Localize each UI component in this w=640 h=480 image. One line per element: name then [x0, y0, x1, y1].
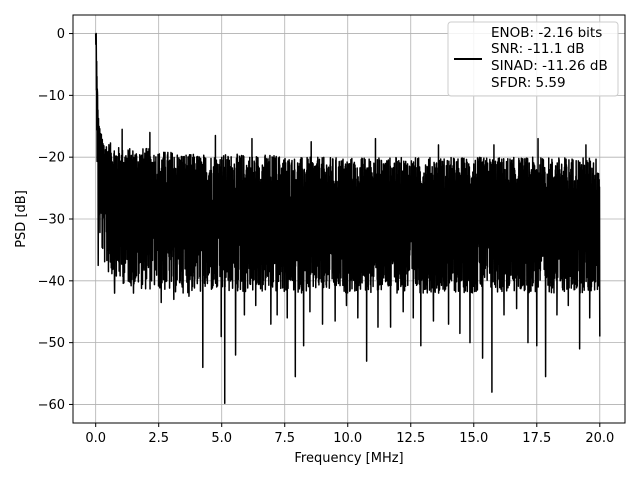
y-tick-label: 0	[57, 27, 65, 42]
y-tick-label: −50	[38, 336, 65, 351]
x-tick-label: 7.5	[274, 431, 295, 446]
y-axis-label: PSD [dB]	[14, 190, 29, 248]
legend-line-enob: ENOB: -2.16 bits	[491, 25, 602, 41]
x-tick-label: 12.5	[396, 431, 425, 446]
legend-line-snr: SNR: -11.1 dB	[491, 41, 585, 57]
legend-line-sinad: SINAD: -11.26 dB	[491, 58, 608, 74]
legend-box	[447, 21, 619, 97]
psd-series-line	[94, 32, 601, 404]
x-tick-label: 5.0	[211, 431, 232, 446]
x-tick-label: 15.0	[459, 431, 488, 446]
y-ticks: 0 −10 −20 −30 −40 −50 −60	[38, 27, 73, 413]
y-tick-label: −30	[38, 213, 65, 228]
y-tick-label: −20	[38, 151, 65, 166]
x-axis-label: Frequency [MHz]	[294, 451, 403, 466]
data-layer	[94, 32, 601, 404]
x-ticks: 0.0 2.5 5.0 7.5 10.0 12.5 15.0 17.5 20.0	[85, 423, 614, 446]
x-tick-label: 10.0	[333, 431, 362, 446]
legend-line-sfdr: SFDR: 5.59	[491, 75, 566, 91]
x-tick-label: 0.0	[85, 431, 106, 446]
x-tick-label: 2.5	[148, 431, 169, 446]
y-tick-label: −60	[38, 398, 65, 413]
x-tick-label: 20.0	[585, 431, 614, 446]
x-tick-label: 17.5	[522, 431, 551, 446]
y-tick-label: −40	[38, 274, 65, 289]
y-tick-label: −10	[38, 89, 65, 104]
legend: ENOB: -2.16 bits SNR: -11.1 dB SINAD: -1…	[447, 21, 619, 97]
